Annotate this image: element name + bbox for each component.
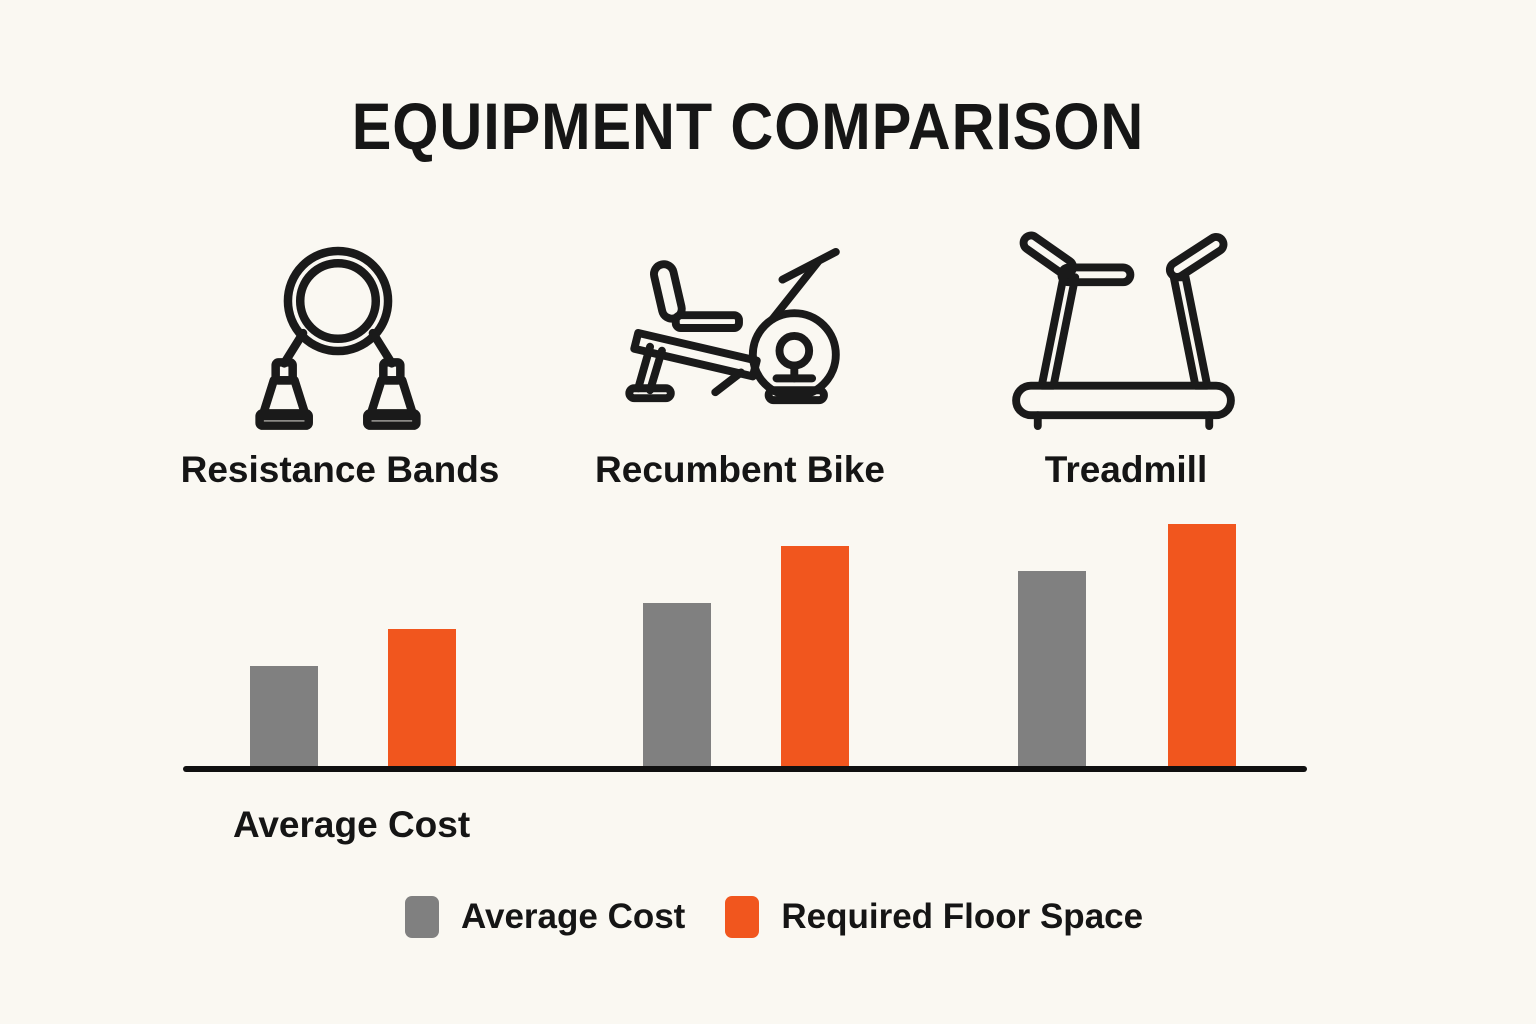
page-title: EQUIPMENT COMPARISON [351,89,1145,163]
legend-label-floor-space: Required Floor Space [781,897,1144,936]
bar-required-floor-space [781,546,849,771]
treadmill-icon [1008,228,1240,430]
legend-item-floor-space: Required Floor Space [725,896,1143,938]
category-label-recumbent-bike: Recumbent Bike [595,449,885,490]
legend-label-average-cost: Average Cost [461,897,686,936]
average-cost-swatch-icon [405,896,439,938]
recumbent-bike-icon [624,244,852,410]
bar-group [643,546,849,771]
category-label-resistance-bands: Resistance Bands [180,449,500,490]
bar-required-floor-space [1168,524,1236,771]
bar-group [1018,524,1236,771]
resistance-bands-icon [253,240,423,430]
bar-average-cost [1018,571,1086,771]
floor-space-swatch-icon [725,896,760,938]
bar-average-cost [250,666,318,771]
chart-legend: Average Cost Required Floor Space [405,896,1143,938]
bar-required-floor-space [388,629,456,771]
bar-average-cost [643,603,711,771]
x-axis-label: Average Cost [233,804,471,845]
bar-group [250,629,456,771]
legend-item-average-cost: Average Cost [405,896,685,938]
category-label-treadmill: Treadmill [1044,449,1208,490]
x-axis-line [183,766,1307,772]
